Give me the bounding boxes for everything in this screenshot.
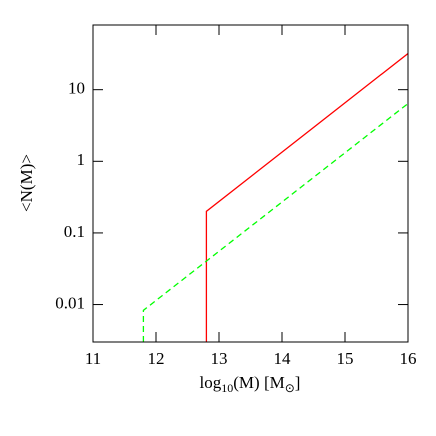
x-tick-label: 14 (274, 349, 292, 368)
x-axis-label-part: log (200, 373, 222, 392)
y-tick-label: 1 (77, 150, 86, 169)
x-axis-label-part: ⊙ (285, 381, 295, 395)
x-axis-label-part: ] (295, 373, 301, 392)
x-axis-label: log10(M) [M⊙] (200, 373, 301, 395)
x-tick-label: 13 (211, 349, 228, 368)
y-tick-label: 0.1 (64, 222, 85, 241)
x-tick-label: 16 (400, 349, 417, 368)
x-tick-label: 11 (85, 349, 101, 368)
y-tick-label: 10 (68, 79, 85, 98)
y-axis-label: <N(M)> (17, 154, 36, 212)
x-axis-label-part: 10 (221, 381, 233, 395)
x-axis-label-part: (M) [M (233, 373, 284, 392)
plot-frame (92, 24, 409, 343)
series-line (205, 52, 408, 342)
y-tick-label: 0.01 (55, 293, 85, 312)
x-tick-label: 15 (337, 349, 354, 368)
series-line (142, 103, 408, 342)
plot-area (142, 52, 408, 342)
x-tick-label: 12 (148, 349, 165, 368)
